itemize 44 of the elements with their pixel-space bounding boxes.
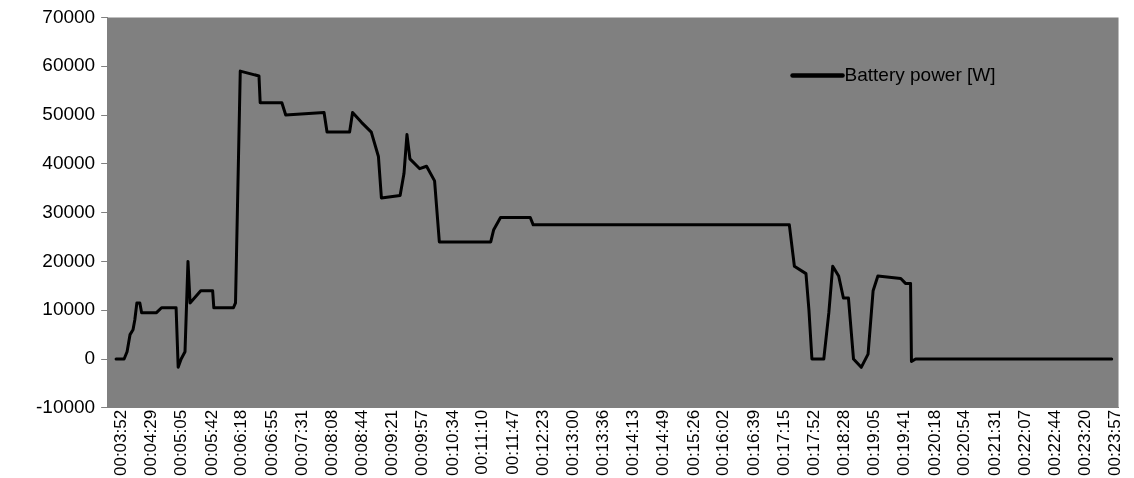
y-tick-label: 50000 <box>42 103 96 125</box>
x-tick-label: 00:15:26 <box>683 409 703 477</box>
x-tick-label: 00:05:42 <box>201 409 221 477</box>
y-tick-label: -10000 <box>35 396 96 418</box>
y-tick-label: 0 <box>84 347 96 369</box>
x-tick-label: 00:08:08 <box>322 409 342 477</box>
x-tick-label: 00:19:41 <box>894 409 914 477</box>
x-tick-label: 00:18:28 <box>833 409 853 477</box>
x-tick-label: 00:23:57 <box>1105 409 1125 477</box>
x-tick-label: 00:21:31 <box>984 409 1004 477</box>
x-tick-label: 00:19:05 <box>864 409 884 477</box>
y-tick-label: 10000 <box>42 298 96 320</box>
x-tick-label: 00:13:36 <box>592 409 612 477</box>
x-tick-label: 00:17:15 <box>773 409 793 477</box>
y-tick-label: 20000 <box>42 249 96 271</box>
x-tick-label: 00:22:07 <box>1014 409 1034 477</box>
legend-label: Battery power [W] <box>844 63 996 85</box>
x-tick-label: 00:05:05 <box>171 409 191 477</box>
x-tick-label: 00:03:52 <box>110 409 130 477</box>
x-tick-label: 00:13:00 <box>563 409 583 477</box>
x-tick-label: 00:07:31 <box>291 409 311 477</box>
y-tick-label: 70000 <box>42 5 96 27</box>
x-tick-label: 00:14:49 <box>653 409 673 477</box>
x-tick-label: 00:14:13 <box>623 409 643 477</box>
x-tick-label: 00:11:47 <box>502 409 522 475</box>
y-tick-label: 40000 <box>42 152 96 174</box>
x-tick-label: 00:10:34 <box>442 409 462 477</box>
x-tick-label: 00:22:44 <box>1045 409 1065 477</box>
x-tick-label: 00:12:23 <box>532 409 552 477</box>
x-tick-label: 00:20:54 <box>954 409 974 477</box>
x-tick-label: 00:16:39 <box>743 409 763 477</box>
x-tick-label: 00:06:55 <box>261 409 281 477</box>
x-tick-label: 00:11:10 <box>472 409 492 475</box>
y-tick-label: 30000 <box>42 200 96 222</box>
x-tick-label: 00:09:21 <box>382 409 402 477</box>
x-tick-label: 00:08:44 <box>351 409 371 477</box>
x-tick-label: 00:17:52 <box>804 409 824 477</box>
x-tick-label: 00:09:57 <box>412 409 432 477</box>
x-tick-label: 00:04:29 <box>141 409 161 477</box>
x-tick-label: 00:16:02 <box>713 409 733 477</box>
x-tick-label: 00:20:18 <box>924 409 944 477</box>
y-tick-label: 60000 <box>42 54 96 76</box>
x-tick-label: 00:23:20 <box>1074 409 1094 477</box>
x-tick-label: 00:06:18 <box>231 409 251 477</box>
